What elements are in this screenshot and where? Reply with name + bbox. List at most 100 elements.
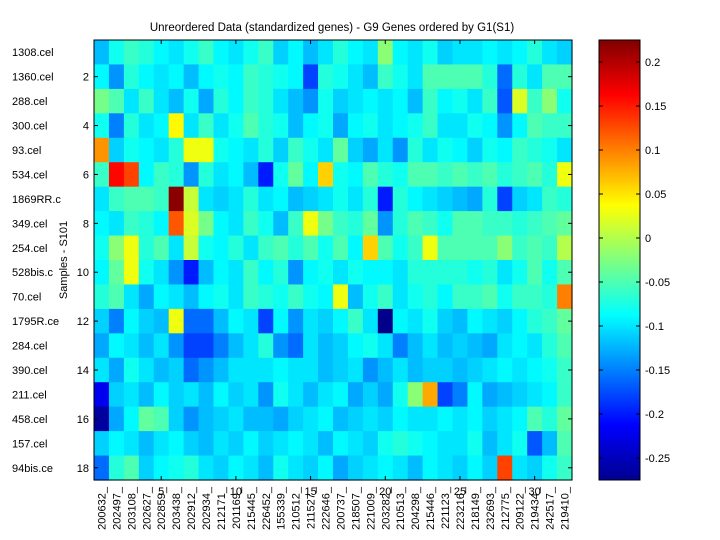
heatmap-cell xyxy=(198,40,215,66)
heatmap-cell xyxy=(123,260,140,286)
heatmap-cell xyxy=(407,186,424,212)
heatmap-cell xyxy=(318,284,334,310)
heatmap-cell xyxy=(437,40,454,66)
heatmap-cell xyxy=(183,211,200,237)
colorbar-tick-label: 0.15 xyxy=(645,101,666,113)
heatmap-cell xyxy=(333,333,349,359)
heatmap-cell xyxy=(362,333,379,359)
heatmap-cell xyxy=(288,88,304,114)
heatmap-cell xyxy=(318,211,334,237)
heatmap-cell xyxy=(108,431,125,457)
heatmap-cell xyxy=(333,406,349,432)
heatmap-cell xyxy=(198,235,215,261)
heatmap-cell xyxy=(153,211,170,237)
heatmap-cell xyxy=(303,382,319,408)
heatmap-cell xyxy=(153,455,170,481)
column-label: 204298_ xyxy=(410,486,422,530)
heatmap-cell xyxy=(183,113,200,139)
heatmap-cell xyxy=(258,308,274,334)
column-label: 203108_ xyxy=(126,486,138,530)
heatmap-cell xyxy=(497,137,513,163)
heatmap-cell xyxy=(542,186,558,212)
heatmap-cell xyxy=(542,211,558,237)
heatmap-cell xyxy=(213,284,230,310)
heatmap-cell xyxy=(557,137,573,163)
heatmap-cell xyxy=(542,284,558,310)
heatmap-cell xyxy=(362,357,379,383)
heatmap-cell xyxy=(183,64,200,90)
heatmap-cell xyxy=(482,357,498,383)
heatmap-cell xyxy=(362,113,379,139)
heatmap-cell xyxy=(258,382,274,408)
heatmap-cell xyxy=(362,382,379,408)
heatmap-cell xyxy=(288,333,304,359)
heatmap-cell xyxy=(467,260,483,286)
heatmap-cell xyxy=(347,431,364,457)
heatmap-cell xyxy=(527,431,543,457)
heatmap-cell xyxy=(377,308,394,334)
heatmap-cell xyxy=(153,40,170,66)
heatmap-cell xyxy=(168,333,185,359)
heatmap-cell xyxy=(168,284,185,310)
heatmap-cell xyxy=(108,260,125,286)
heatmap-cell xyxy=(228,64,244,90)
heatmap-cell xyxy=(407,162,424,188)
heatmap-cell xyxy=(362,235,379,261)
heatmap-cell xyxy=(497,64,513,90)
heatmap-cell xyxy=(288,455,304,481)
column-label: 202627_ xyxy=(141,486,153,530)
heatmap-cell xyxy=(213,431,230,457)
heatmap-cell xyxy=(482,431,498,457)
row-label: 300.cel xyxy=(12,121,47,133)
heatmap-cell xyxy=(512,113,528,139)
heatmap-cell xyxy=(183,186,200,212)
heatmap-cell xyxy=(527,137,543,163)
heatmap-cell xyxy=(273,333,289,359)
column-label: 202934_ xyxy=(201,486,213,530)
heatmap-cell xyxy=(168,308,185,334)
heatmap-cell xyxy=(213,406,230,432)
row-label: 93.cel xyxy=(12,145,41,157)
row-label: 94bis.ce xyxy=(12,463,53,475)
heatmap-cell xyxy=(452,284,469,310)
heatmap-cell xyxy=(392,162,409,188)
heatmap-cell xyxy=(452,162,469,188)
heatmap-cell xyxy=(183,284,200,310)
heatmap-cell xyxy=(392,64,409,90)
heatmap-cell xyxy=(422,260,439,286)
heatmap-cell xyxy=(392,235,409,261)
heatmap-cell xyxy=(437,284,454,310)
heatmap-cell xyxy=(392,88,409,114)
heatmap-cell xyxy=(437,357,454,383)
y-tick-label: 18 xyxy=(77,463,89,475)
heatmap-cell xyxy=(362,308,379,334)
heatmap-cell xyxy=(183,382,200,408)
heatmap-cell xyxy=(258,40,274,66)
heatmap-cell xyxy=(258,186,274,212)
heatmap-cell xyxy=(168,406,185,432)
heatmap-cell xyxy=(243,186,259,212)
heatmap-cell xyxy=(512,162,528,188)
heatmap-cell xyxy=(258,431,274,457)
column-labels: 200632_ 202497_ 203108_ 202627_ 202859_ 20343… xyxy=(96,486,571,530)
heatmap-cell xyxy=(228,186,244,212)
heatmap-cell xyxy=(213,211,230,237)
heatmap-cell xyxy=(138,357,155,383)
heatmap-cell xyxy=(258,113,274,139)
heatmap-cell xyxy=(273,211,289,237)
heatmap-cell xyxy=(243,260,259,286)
heatmap-cell xyxy=(452,113,469,139)
heatmap-cell xyxy=(273,308,289,334)
heatmap-cell xyxy=(243,333,259,359)
heatmap-cell xyxy=(108,162,125,188)
heatmap-cell xyxy=(482,260,498,286)
heatmap-cell xyxy=(288,211,304,237)
heatmap-cell xyxy=(452,64,469,90)
heatmap-cell xyxy=(482,382,498,408)
heatmap-cell xyxy=(94,211,110,237)
heatmap-cell xyxy=(333,382,349,408)
heatmap-cell xyxy=(347,382,364,408)
heatmap-cell xyxy=(377,40,394,66)
heatmap-cell xyxy=(138,431,155,457)
heatmap-cell xyxy=(527,406,543,432)
